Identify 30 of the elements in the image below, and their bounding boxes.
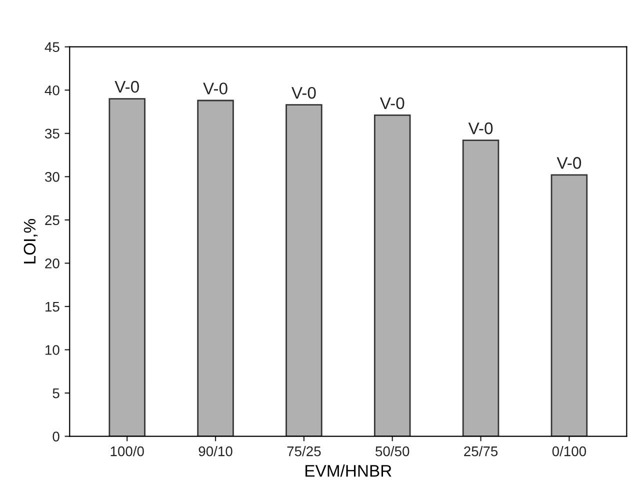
x-tick-label: 90/10 (198, 446, 232, 456)
bar (108, 98, 146, 436)
bar (197, 100, 234, 436)
y-tick-label: 15 (46, 302, 60, 312)
bar (462, 140, 500, 436)
bar (286, 104, 322, 436)
x-tick-label: 100/0 (110, 446, 144, 456)
y-tick-label: 20 (45, 258, 60, 268)
data-label: V-0 (468, 122, 493, 134)
data-label: V-0 (114, 80, 139, 93)
bar (374, 114, 411, 436)
y-axis-title: LOI,% (24, 219, 38, 264)
data-label: V-0 (292, 86, 316, 99)
data-label: V-0 (380, 97, 404, 110)
data-label: V-0 (203, 82, 228, 94)
y-tick-label: 5 (52, 388, 60, 398)
y-tick-label: 10 (46, 345, 60, 355)
y-tick-label: 30 (44, 172, 60, 182)
y-tick-label: 0 (52, 432, 60, 442)
x-axis-title: EVM/HNBR (306, 464, 392, 477)
y-tick-label: 25 (45, 215, 60, 226)
x-tick-label: 25/75 (464, 446, 498, 456)
bar (550, 174, 588, 436)
data-label: V-0 (556, 157, 582, 169)
y-tick-label: 45 (44, 42, 60, 52)
y-tick-label: 40 (44, 85, 60, 96)
x-tick-label: 0/100 (552, 446, 586, 456)
y-tick-label: 35 (44, 128, 60, 139)
x-tick-label: 50/50 (376, 446, 410, 456)
x-tick-label: 75/25 (287, 446, 321, 456)
